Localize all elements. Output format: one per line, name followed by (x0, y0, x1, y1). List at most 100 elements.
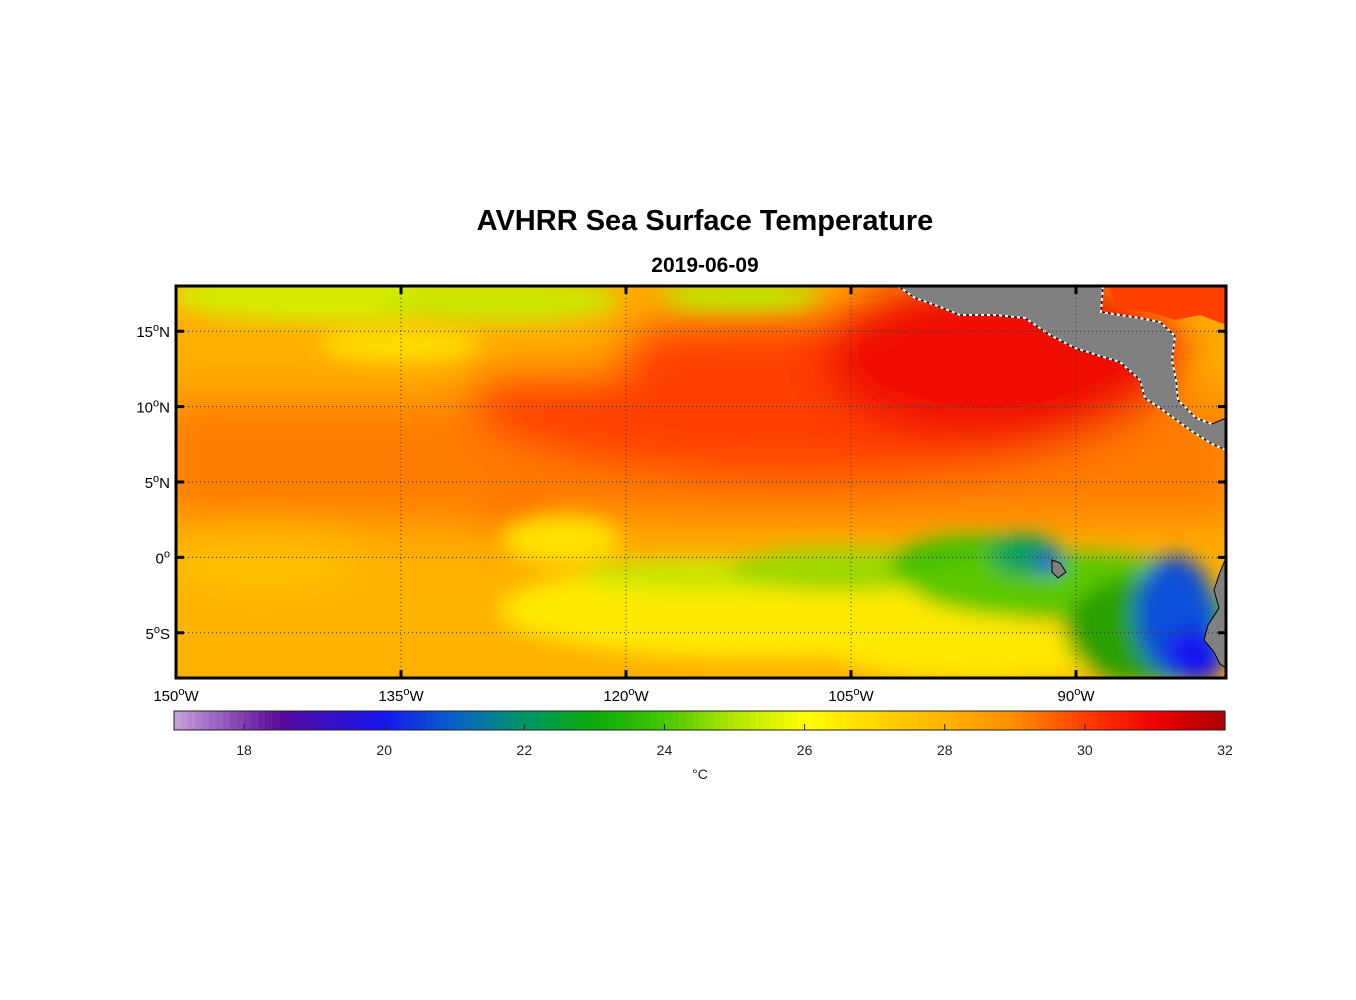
colorbar-segment (489, 711, 497, 730)
colorbar-segment (531, 711, 539, 730)
colorbar-segment (874, 711, 883, 730)
colorbar-segment (678, 711, 687, 730)
colorbar-tick-label: 30 (1077, 742, 1093, 758)
colorbar-segment (1175, 711, 1184, 730)
colorbar-segment (1182, 711, 1191, 730)
latitude-labels: 15oN 10oN 5oN 0o 5oS (136, 322, 170, 643)
colorbar-segment (1014, 711, 1023, 730)
colorbar-segment (867, 711, 876, 730)
lat-tick-label: 10oN (136, 398, 170, 417)
colorbar-segment (1098, 711, 1107, 730)
colorbar-segment (692, 711, 701, 730)
colorbar-segment (342, 711, 350, 730)
colorbar-tick-label: 18 (236, 742, 252, 758)
colorbar-segment (972, 711, 981, 730)
colorbar-segment (1196, 711, 1205, 730)
map-date: 2019-06-09 (651, 254, 759, 277)
colorbar-segment (426, 711, 434, 730)
colorbar-segment (1049, 711, 1058, 730)
colorbar-segment (433, 711, 441, 730)
colorbar-segment (853, 711, 862, 730)
colorbar-segment (475, 711, 483, 730)
colorbar-segment (447, 711, 455, 730)
colorbar-segment (363, 711, 371, 730)
colorbar-segment (1063, 711, 1072, 730)
colorbar-segment (783, 711, 792, 730)
colorbar-segment (580, 711, 588, 730)
colorbar-segment (958, 711, 967, 730)
colorbar-segment (279, 711, 287, 730)
colorbar-segment (174, 711, 182, 730)
colorbar-segment (370, 711, 378, 730)
colorbar-segment (1119, 711, 1128, 730)
colorbar-tick-label: 26 (797, 742, 813, 758)
colorbar-segment (314, 711, 322, 730)
lat-tick-label: 0o (156, 548, 170, 567)
colorbar-segment (1217, 711, 1226, 730)
colorbar-segment (1203, 711, 1212, 730)
colorbar-segment (881, 711, 890, 730)
colorbar-segment (965, 711, 974, 730)
colorbar-segment (902, 711, 911, 730)
lon-tick-label: 120oW (603, 686, 649, 705)
colorbar-tick-label: 32 (1217, 742, 1233, 758)
colorbar-segment (713, 711, 722, 730)
colorbar-segment (545, 711, 553, 730)
longitude-labels: 150oW 135oW 120oW 105oW 90oW (153, 686, 1095, 705)
colorbar-segment (216, 711, 224, 730)
colorbar-segment (377, 711, 385, 730)
colorbar-segment (244, 711, 252, 730)
colorbar-segment (594, 711, 603, 730)
lat-lon-grid (176, 286, 1226, 678)
colorbar (174, 711, 1226, 730)
colorbar-segment (307, 711, 315, 730)
colorbar-segment (559, 711, 567, 730)
colorbar-segment (1161, 711, 1170, 730)
map-title: AVHRR Sea Surface Temperature (476, 205, 934, 237)
colorbar-segment (951, 711, 960, 730)
colorbar-segment (202, 711, 210, 730)
colorbar-segment (699, 711, 708, 730)
colorbar-segment (762, 711, 771, 730)
colorbar-segment (832, 711, 841, 730)
colorbar-segment (1147, 711, 1156, 730)
colorbar-segment (734, 711, 743, 730)
colorbar-frame (173, 710, 1226, 731)
land-south-america (1203, 557, 1226, 669)
colorbar-segment (811, 711, 820, 730)
colorbar-segment (622, 711, 631, 730)
colorbar-segment (979, 711, 988, 730)
colorbar-segment (1210, 711, 1219, 730)
colorbar-segment (720, 711, 729, 730)
colorbar-segment (321, 711, 329, 730)
colorbar-segment (258, 711, 266, 730)
colorbar-segment (727, 711, 736, 730)
sst-warm-pool (176, 286, 1226, 678)
colorbar-segment (1168, 711, 1177, 730)
colorbar-segment (510, 711, 518, 730)
colorbar-segment (440, 711, 448, 730)
colorbar-segment (860, 711, 869, 730)
colorbar-segment (398, 711, 406, 730)
colorbar-segment (643, 711, 652, 730)
colorbar-segment (909, 711, 918, 730)
lat-tick-label: 5oN (145, 473, 170, 492)
sst-field (176, 286, 1226, 678)
colorbar-segment (1091, 711, 1100, 730)
colorbar-segment (1007, 711, 1016, 730)
colorbar-segment (846, 711, 855, 730)
colorbar-segment (1021, 711, 1030, 730)
colorbar-segment (391, 711, 399, 730)
colorbar-segment (496, 711, 504, 730)
colorbar-segment (566, 711, 574, 730)
colorbar-segment (412, 711, 420, 730)
colorbar-segment (839, 711, 848, 730)
colorbar-segment (1140, 711, 1149, 730)
colorbar-unit: °C (692, 766, 708, 782)
colorbar-segment (461, 711, 469, 730)
colorbar-segment (356, 711, 364, 730)
colorbar-segment (741, 711, 750, 730)
lon-tick-label: 150oW (153, 686, 199, 705)
colorbar-segment (888, 711, 897, 730)
colorbar-segment (755, 711, 764, 730)
